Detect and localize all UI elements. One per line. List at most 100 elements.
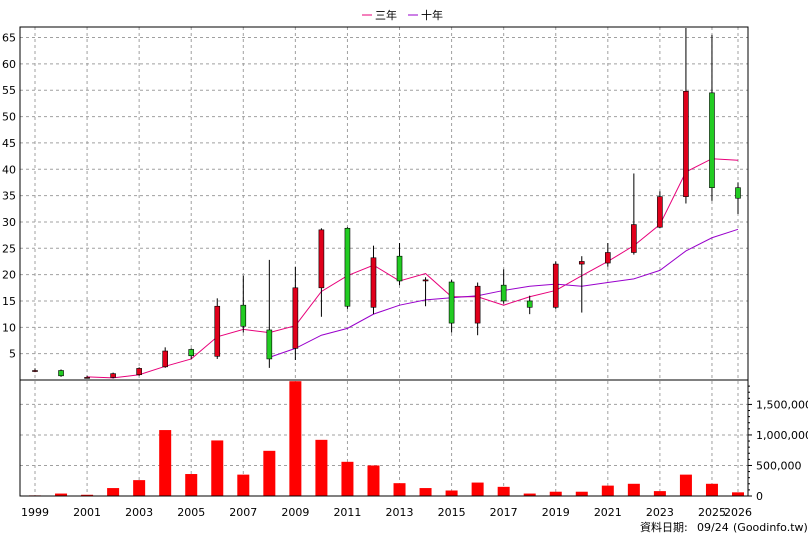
volume-bar	[575, 491, 588, 496]
candle-body	[58, 370, 64, 377]
year-tick-label: 2026	[724, 506, 752, 519]
candle-body	[578, 261, 585, 265]
price-tick-label: 45	[2, 137, 16, 150]
volume-bar	[107, 488, 120, 496]
legend-ma3-label: 三年	[375, 8, 397, 22]
candle-body	[318, 229, 325, 289]
price-tick-label: 60	[2, 58, 16, 71]
price-tick-label: 55	[2, 84, 16, 97]
volume-bar	[679, 474, 692, 496]
candle-body	[422, 279, 429, 282]
year-tick-label: 2021	[594, 506, 622, 519]
volume-bar	[81, 494, 94, 496]
volume-bar	[133, 480, 146, 496]
volume-bar	[289, 381, 302, 496]
price-tick-label: 25	[2, 242, 16, 255]
candle-body	[709, 92, 715, 188]
volume-tick-label: 0	[756, 490, 763, 503]
year-tick-label: 2007	[229, 506, 257, 519]
volume-bar	[445, 490, 458, 496]
year-tick-label: 2017	[490, 506, 518, 519]
price-tick-label: 30	[2, 216, 16, 229]
volume-bar	[237, 474, 250, 496]
candle-layer	[32, 28, 741, 379]
price-tick-label: 20	[2, 269, 16, 282]
volume-bar	[211, 440, 224, 496]
year-tick-label: 2001	[73, 506, 101, 519]
candle-body	[292, 287, 299, 349]
candle-body	[110, 373, 116, 378]
axis-layer: 51015202530354045505560650500,0001,000,0…	[2, 26, 808, 519]
candle-body	[370, 257, 377, 308]
year-tick-label: 2019	[542, 506, 570, 519]
price-tick-label: 40	[2, 163, 16, 176]
candle-body	[735, 187, 741, 199]
candle-body	[266, 329, 273, 360]
price-tick-label: 35	[2, 190, 16, 203]
volume-bar	[653, 491, 666, 496]
candle-body	[448, 281, 455, 324]
year-tick-label: 2009	[281, 506, 309, 519]
volume-bar	[705, 483, 718, 496]
candle-body	[605, 252, 611, 264]
moving-average-layer	[87, 158, 739, 379]
volume-bar	[393, 483, 406, 496]
candle-body	[32, 370, 38, 372]
price-tick-label: 5	[9, 348, 16, 361]
year-tick-label: 2025	[698, 506, 726, 519]
candle-body	[474, 285, 481, 324]
volume-bar	[523, 493, 536, 496]
volume-bar	[185, 474, 198, 496]
candle-body	[214, 305, 221, 357]
volume-bar	[471, 482, 484, 496]
price-tick-label: 50	[2, 111, 16, 124]
price-tick-label: 65	[2, 32, 16, 45]
candle-body	[136, 368, 142, 376]
footer-date-prefix: 資料日期:	[640, 520, 688, 534]
price-tick-label: 10	[2, 321, 16, 334]
volume-bar	[601, 485, 614, 496]
footer-date-value: 09/24	[697, 521, 729, 534]
year-tick-label: 2023	[646, 506, 674, 519]
candle-body	[240, 304, 247, 327]
year-tick-label: 2003	[125, 506, 153, 519]
volume-bar	[367, 465, 380, 496]
volume-bar	[315, 439, 328, 496]
candle-body	[84, 377, 90, 379]
candle-body	[683, 90, 689, 197]
volume-bar	[263, 450, 276, 496]
grid-layer	[20, 27, 748, 496]
volume-bar	[159, 430, 172, 496]
year-tick-label: 2015	[438, 506, 466, 519]
volume-bar	[627, 483, 640, 496]
volume-bar	[497, 486, 510, 496]
volume-bar	[549, 491, 562, 496]
volume-bar	[341, 461, 354, 496]
volume-tick-label: 1,500,000	[756, 398, 808, 411]
year-tick-label: 1999	[21, 506, 49, 519]
candle-body	[344, 227, 351, 307]
year-tick-label: 2011	[333, 506, 361, 519]
price-tick-label: 15	[2, 295, 16, 308]
year-tick-label: 2005	[177, 506, 205, 519]
candle-body	[526, 300, 533, 308]
legend: 三年 十年	[362, 8, 443, 22]
plot-frame	[19, 26, 749, 497]
candle-body	[631, 224, 637, 253]
volume-tick-label: 1,000,000	[756, 429, 808, 442]
volume-layer	[29, 381, 744, 496]
volume-bar	[55, 493, 68, 496]
candle-body	[162, 350, 168, 368]
volume-bar	[419, 488, 432, 496]
candle-body	[552, 263, 559, 308]
ma3-line	[87, 158, 739, 379]
candle-body	[396, 255, 403, 282]
candle-body	[188, 349, 195, 357]
footer: 資料日期: 09/24 (Goodinfo.tw)	[640, 520, 808, 534]
volume-bar	[732, 492, 744, 496]
footer-source: (Goodinfo.tw)	[733, 521, 808, 534]
legend-ma10-label: 十年	[421, 8, 443, 22]
candle-body	[500, 284, 507, 302]
